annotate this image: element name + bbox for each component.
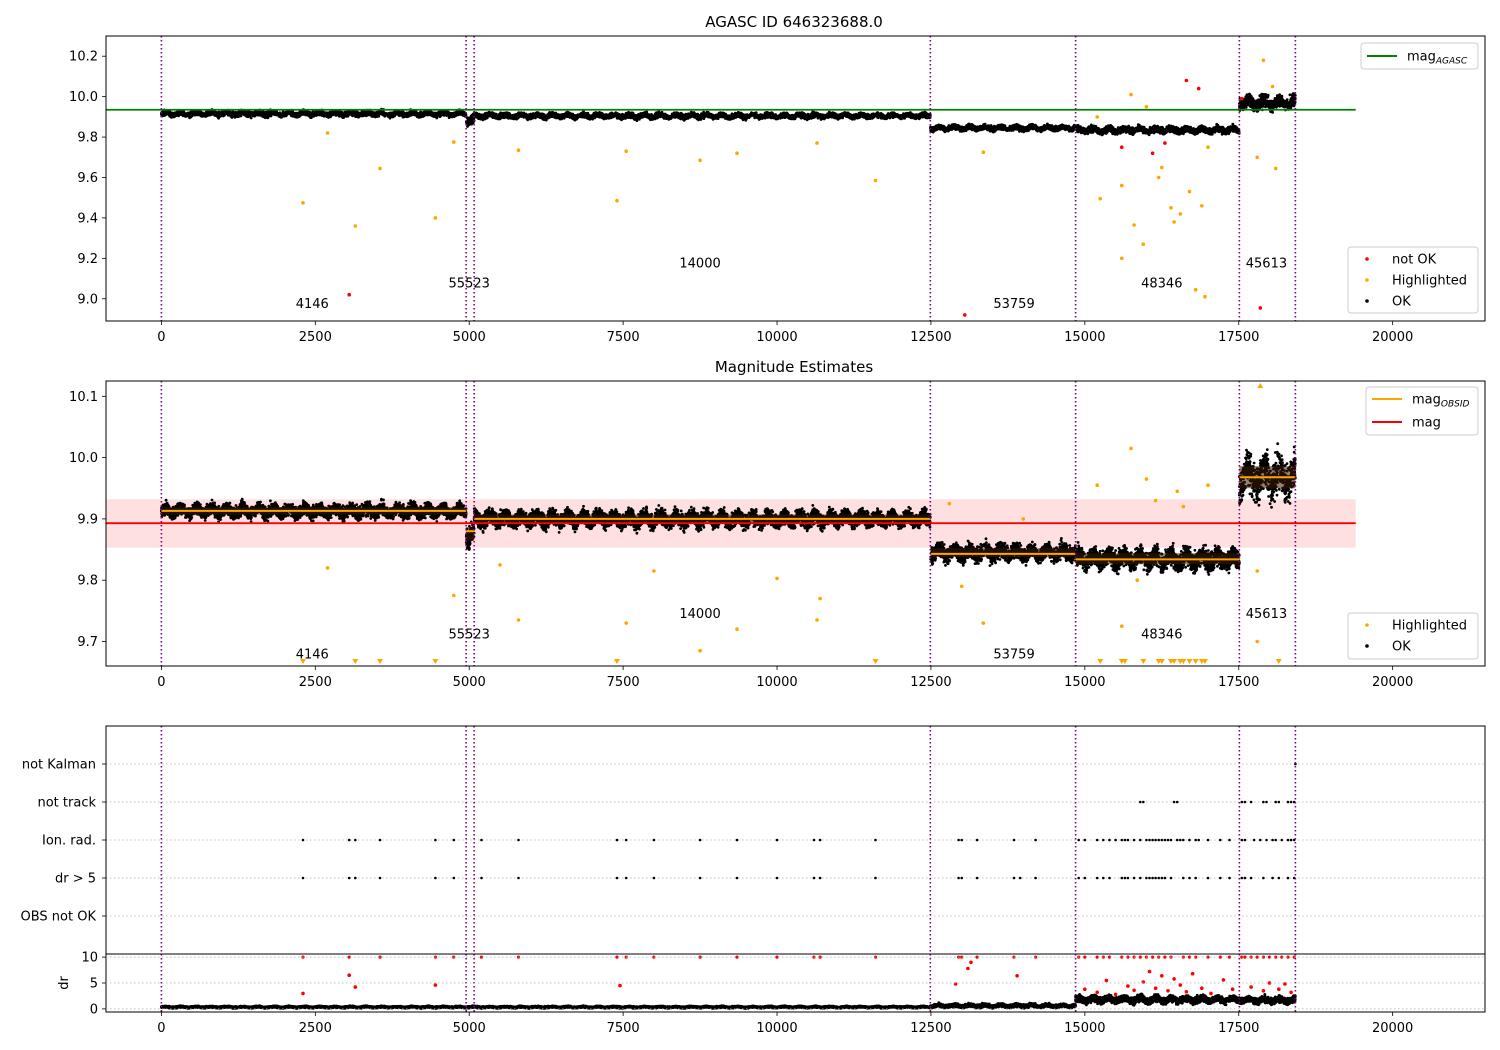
ok-point xyxy=(357,115,360,119)
ok-point xyxy=(406,112,410,115)
ok-point xyxy=(391,111,395,115)
ok-point xyxy=(291,114,295,118)
ok-point xyxy=(456,112,460,116)
ok-point xyxy=(184,115,187,118)
ok-point xyxy=(344,114,348,117)
ok-point xyxy=(174,112,178,116)
ok-point xyxy=(419,115,423,119)
ok-point xyxy=(296,113,299,117)
ok-point xyxy=(315,111,319,114)
ok-point xyxy=(406,114,410,118)
ok-point xyxy=(273,111,277,115)
ok-point xyxy=(323,112,326,116)
ok-point xyxy=(267,111,271,115)
ok-point xyxy=(448,114,452,118)
ok-point xyxy=(242,112,246,115)
ok-point xyxy=(325,115,329,118)
ok-point xyxy=(271,111,274,115)
ok-point xyxy=(262,113,266,116)
ok-point xyxy=(382,112,386,115)
ok-point xyxy=(452,112,455,116)
ok-point xyxy=(431,113,435,117)
ok-point xyxy=(312,113,316,117)
ok-point xyxy=(217,110,221,114)
ok-point xyxy=(424,112,428,116)
ok-point xyxy=(283,114,287,117)
ok-point xyxy=(208,111,212,115)
ok-point xyxy=(442,112,446,116)
ok-point xyxy=(200,113,203,117)
ok-point xyxy=(244,113,248,117)
ok-point xyxy=(337,113,341,116)
ok-point xyxy=(468,120,472,123)
ok-point xyxy=(308,114,312,117)
ok-point xyxy=(233,114,237,117)
ok-point xyxy=(216,114,220,118)
ok-point xyxy=(191,111,195,115)
ok-point xyxy=(166,111,169,115)
ok-point xyxy=(330,110,334,114)
ok-point xyxy=(278,112,281,116)
ok-point xyxy=(279,115,282,118)
ok-point xyxy=(170,113,173,117)
ok-point xyxy=(332,112,336,116)
ok-point xyxy=(363,111,367,115)
ok-point xyxy=(317,113,321,117)
ok-point xyxy=(189,115,193,119)
ok-point xyxy=(354,113,358,116)
ok-point xyxy=(385,112,388,116)
ok-point xyxy=(222,114,226,117)
ok-point xyxy=(415,114,419,118)
panel-agasc: AGASC ID 646323688.0 4146555231400053759… xyxy=(69,13,1486,345)
ok-point xyxy=(320,113,324,117)
ok-point xyxy=(213,111,217,115)
ok-point xyxy=(163,111,167,115)
ok-point xyxy=(224,111,228,115)
ok-point xyxy=(395,112,399,116)
ok-point xyxy=(436,113,439,116)
ok-point xyxy=(206,112,210,116)
ok-point xyxy=(469,116,473,120)
ok-point xyxy=(379,111,382,115)
ok-point xyxy=(285,110,289,114)
ok-point xyxy=(373,115,377,119)
ok-point xyxy=(409,112,412,116)
ok-point xyxy=(300,111,304,115)
ok-point xyxy=(395,110,399,114)
ok-point xyxy=(234,111,237,115)
ok-point xyxy=(340,110,344,114)
ok-point xyxy=(460,111,464,115)
ok-point xyxy=(238,111,242,115)
ok-point xyxy=(189,113,192,116)
ok-point xyxy=(307,110,311,114)
ok-point xyxy=(199,111,203,114)
ok-point xyxy=(181,110,184,114)
ok-point xyxy=(253,112,257,116)
panel-agasc-title: AGASC ID 646323688.0 xyxy=(705,13,883,31)
ok-point xyxy=(315,114,318,117)
ok-point xyxy=(186,111,190,115)
ok-point xyxy=(401,112,405,116)
ok-point xyxy=(415,111,419,115)
ok-point xyxy=(344,111,347,114)
